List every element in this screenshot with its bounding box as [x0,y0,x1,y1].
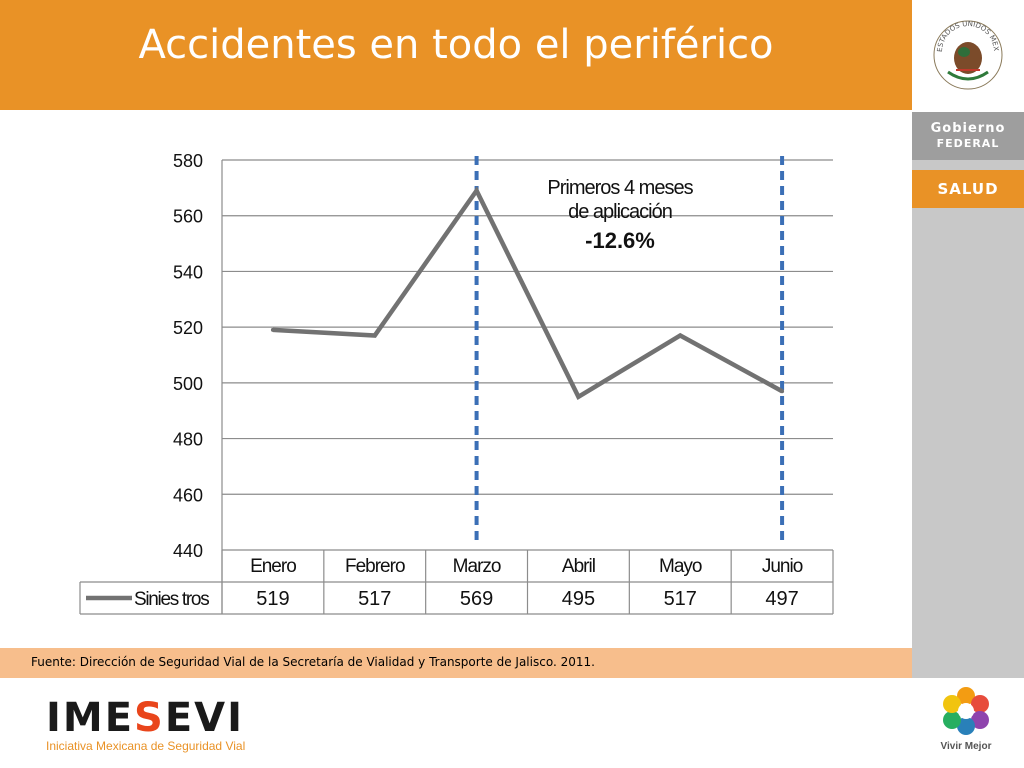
data-point [780,389,785,394]
table-value: 517 [358,588,391,610]
annotation-line2: de aplicación [568,201,673,223]
table-value: 569 [460,588,493,610]
y-tick-labels: 440 460 480 500 520 540 560 580 [173,151,203,561]
data-point [678,333,683,338]
federal-label: FEDERAL [936,137,1000,150]
annotation-value: -12.6% [585,228,655,253]
slide-title: Accidentes en todo el periférico [138,22,774,68]
x-tick-label: Marzo [453,556,501,577]
y-tick-label: 560 [173,207,203,227]
vivir-mejor-logo: Vivir Mejor [928,684,1004,752]
seal-box: ESTADOS UNIDOS MEXICANOS [909,0,1024,112]
annotation-box: Primeros 4 meses de aplicación -12.6% [510,176,730,254]
line-chart: 440 460 480 500 520 540 560 580 Enero Febrero Mar… [79,151,834,615]
flower-icon [943,687,989,735]
y-tick-label: 460 [173,485,203,505]
y-tick-label: 500 [173,374,203,394]
logo-text-post: EVI [164,695,244,741]
y-tick-label: 440 [173,541,203,561]
vivir-mejor-text: Vivir Mejor [940,741,992,752]
data-point [372,333,377,338]
y-tick-label: 480 [173,430,203,450]
gobierno-federal-badge: Gobierno FEDERAL [912,112,1024,160]
x-tick-label: Febrero [345,556,405,577]
annotation-line1: Primeros 4 meses [547,177,693,199]
gobierno-label: Gobierno [930,121,1006,136]
legend-label: Sinies tros [134,589,209,610]
y-tick-label: 520 [173,318,203,338]
data-point [576,394,581,399]
data-point [270,327,275,332]
salud-badge: SALUD [912,170,1024,208]
imesevi-logo: IMESEVI Iniciativa Mexicana de Seguridad… [46,695,245,753]
logo-text-pre: IME [46,695,135,741]
table-value: 495 [562,588,595,610]
logo-subtitle: Iniciativa Mexicana de Seguridad Vial [46,739,246,753]
series-lines [270,186,785,400]
table-value: 519 [256,588,289,610]
table-value: 517 [664,588,697,610]
grid-lines [221,159,833,614]
x-tick-label: Abril [562,556,595,577]
y-tick-label: 540 [173,262,203,282]
svg-text:ESTADOS UNIDOS MEXICANOS: ESTADOS UNIDOS MEXICANOS [912,0,1000,52]
mexican-seal-icon: ESTADOS UNIDOS MEXICANOS [909,0,1003,90]
x-tick-label: Junio [762,556,803,577]
source-band: Fuente: Dirección de Seguridad Vial de l… [0,648,912,678]
source-text: Fuente: Dirección de Seguridad Vial de l… [31,655,595,669]
data-table: Enero Febrero Marzo Abril Mayo Junio 519 517 569… [79,550,834,615]
y-tick-label: 580 [173,151,203,171]
dashed-marker-lines [474,156,785,546]
x-tick-label: Enero [250,556,296,577]
data-point [474,188,479,193]
logo-text-mid: S [134,695,165,741]
series-line [272,186,784,400]
table-value: 497 [765,588,798,610]
header-band [0,0,912,110]
x-tick-label: Mayo [659,556,702,577]
